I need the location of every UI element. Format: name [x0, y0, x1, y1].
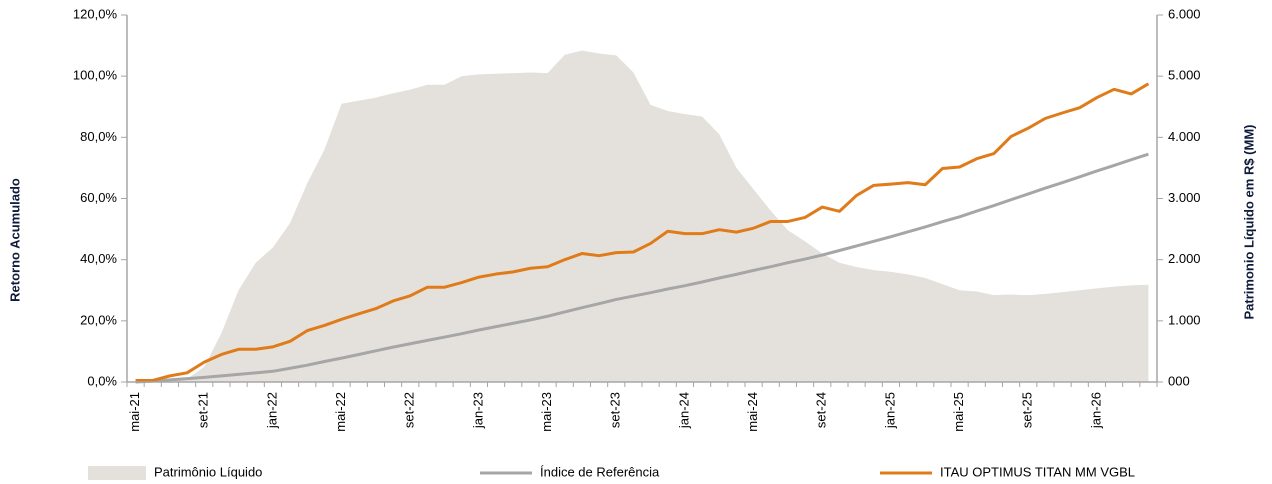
y-tick-label: 60,0%: [80, 190, 117, 205]
x-tick-label: jan-24: [676, 392, 691, 429]
x-tick-label: mai-21: [127, 392, 142, 432]
legend-label: ITAU OPTIMUS TITAN MM VGBL: [940, 464, 1135, 479]
x-tick-label: jan-26: [1088, 392, 1103, 429]
x-tick-label: mai-23: [539, 392, 554, 432]
x-tick-label: set-23: [608, 392, 623, 428]
x-tick-label: jan-25: [882, 392, 897, 429]
x-tick-label: set-25: [1020, 392, 1035, 428]
x-tick-label: mai-24: [745, 392, 760, 432]
legend-label: Patrimônio Líquido: [154, 464, 262, 479]
y2-tick-label: 000: [1168, 373, 1190, 388]
x-tick-label: mai-25: [951, 392, 966, 432]
y2-tick-label: 6.000: [1168, 6, 1201, 21]
x-tick-label: set-21: [196, 392, 211, 428]
legend-label: Índice de Referência: [540, 464, 660, 479]
y2-tick-label: 1.000: [1168, 312, 1201, 327]
y-tick-label: 100,0%: [73, 68, 118, 83]
area: [135, 50, 1149, 383]
y2-axis-title: Patrimonio Líquido em R$ (MM): [1241, 125, 1256, 320]
y-tick-label: 20,0%: [80, 312, 117, 327]
y-tick-label: 40,0%: [80, 251, 117, 266]
y2-tick-label: 5.000: [1168, 68, 1201, 83]
y2-tick-label: 3.000: [1168, 190, 1201, 205]
y-tick-label: 80,0%: [80, 129, 117, 144]
legend-swatch: [88, 466, 146, 480]
y-tick-label: 0,0%: [87, 373, 117, 388]
line: [135, 152, 1149, 384]
x-tick-label: set-24: [814, 392, 829, 428]
y2-tick-label: 2.000: [1168, 251, 1201, 266]
x-tick-label: mai-22: [333, 392, 348, 432]
line: [135, 82, 1150, 382]
x-tick-label: jan-23: [470, 392, 485, 429]
x-tick-label: set-22: [402, 392, 417, 428]
y2-tick-label: 4.000: [1168, 129, 1201, 144]
y-tick-label: 120,0%: [73, 6, 118, 21]
x-tick-label: jan-22: [264, 392, 279, 429]
y-axis-title: Retorno Acumulado: [7, 178, 22, 302]
